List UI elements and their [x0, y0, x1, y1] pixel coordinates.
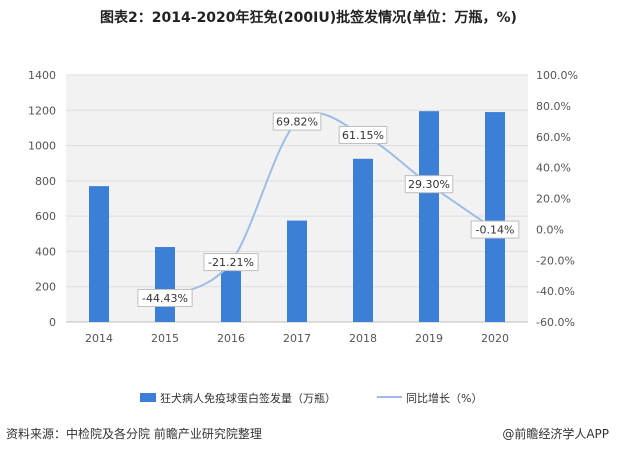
right-axis: -60.0% -40.0% -20.0% 0.0% 20.0% 40.0% 60.0% 80.…	[536, 69, 578, 329]
x-tick-label: 2017	[283, 332, 311, 345]
left-tick-label: 1000	[28, 140, 56, 153]
data-label-box	[404, 175, 454, 194]
x-tick-label: 2015	[151, 332, 179, 345]
data-label-box	[470, 220, 520, 239]
bar	[419, 111, 439, 323]
bar	[353, 158, 373, 322]
left-axis: 0 200 400 600 800 1000 1200 1400	[28, 69, 56, 329]
bar	[155, 247, 175, 322]
x-tick-label: 2018	[349, 332, 377, 345]
legend-bar-swatch	[140, 393, 156, 402]
data-label: -44.43%	[142, 292, 188, 305]
right-tick-label: 60.0%	[536, 131, 571, 144]
right-tick-label: 80.0%	[536, 100, 571, 113]
data-label-box	[338, 125, 388, 144]
bar	[89, 186, 109, 322]
chart-title: 图表2：2014-2020年狂免(200IU)批签发情况(单位：万瓶，%)	[100, 10, 517, 26]
left-tick-label: 0	[49, 316, 56, 329]
legend-bar-label: 狂犬病人免疫球蛋白签发量（万瓶）	[160, 391, 336, 405]
right-tick-label: 20.0%	[536, 193, 571, 206]
right-tick-label: -60.0%	[536, 316, 575, 329]
left-tick-label: 800	[35, 175, 56, 188]
data-label-box	[272, 112, 322, 131]
left-tick-label: 1400	[28, 69, 56, 82]
data-label: -0.14%	[476, 224, 515, 237]
data-label-box	[203, 253, 259, 272]
legend: 狂犬病人免疫球蛋白签发量（万瓶） 同比增长（%）	[140, 391, 482, 405]
right-tick-label: 100.0%	[536, 69, 578, 82]
left-tick-label: 1200	[28, 104, 56, 117]
bar	[485, 112, 505, 322]
x-tick-label: 2020	[481, 332, 509, 345]
data-label: -21.21%	[208, 256, 254, 269]
x-tick-label: 2014	[85, 332, 113, 345]
data-labels: -44.43% -21.21% 69.82% 61.15% 29.30% -0.14%	[137, 112, 520, 307]
data-label-box	[137, 288, 193, 307]
right-tick-label: 40.0%	[536, 162, 571, 175]
data-label: 69.82%	[276, 116, 318, 129]
left-tick-label: 400	[35, 245, 56, 258]
x-axis: 2014 2015 2016 2017 2018 2019 2020	[66, 321, 528, 345]
legend-line-label: 同比增长（%）	[406, 391, 482, 405]
left-tick-label: 600	[35, 210, 56, 223]
bar	[287, 220, 307, 322]
data-label: 29.30%	[408, 178, 450, 191]
bar	[221, 262, 241, 322]
right-tick-label: -20.0%	[536, 254, 575, 267]
x-tick-label: 2016	[217, 332, 245, 345]
right-tick-label: 0.0%	[536, 223, 564, 236]
source-note: 资料来源：中检院及各分院 前瞻产业研究院整理	[6, 427, 262, 441]
right-tick-label: -40.0%	[536, 285, 575, 298]
x-tick-label: 2019	[415, 332, 443, 345]
brand-credit: @前瞻经济学人APP	[502, 427, 609, 441]
data-label: 61.15%	[342, 129, 384, 142]
left-tick-label: 200	[35, 281, 56, 294]
